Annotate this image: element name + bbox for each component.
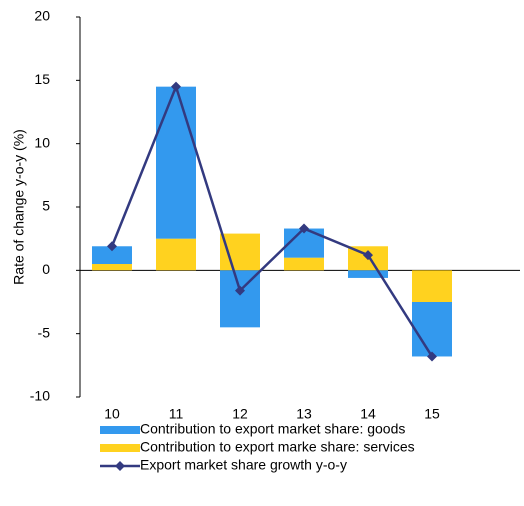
y-tick-label: 15: [34, 71, 50, 87]
y-tick-label: 0: [42, 261, 50, 277]
x-tick-label: 12: [232, 406, 248, 422]
bar: [92, 264, 132, 271]
bar: [92, 246, 132, 264]
x-tick-label: 10: [104, 406, 120, 422]
legend-swatch: [100, 444, 140, 452]
marker: [427, 351, 437, 362]
marker: [235, 285, 245, 296]
legend-label: Contribution to export market share: goo…: [140, 421, 405, 437]
bar: [284, 257, 324, 271]
bar: [220, 270, 260, 328]
bar: [220, 233, 260, 271]
y-tick-label: 5: [42, 198, 50, 214]
y-axis-title: Rate of change y-o-y (%): [11, 129, 27, 285]
marker: [299, 223, 309, 234]
bar: [156, 86, 196, 239]
y-tick-label: -5: [38, 324, 51, 340]
legend-marker: [115, 461, 125, 471]
legend-label: Export market share growth y-o-y: [140, 457, 347, 473]
x-tick-label: 15: [424, 406, 440, 422]
marker: [107, 241, 117, 252]
y-tick-label: 10: [34, 134, 50, 150]
bar: [412, 302, 452, 357]
y-tick-label: -10: [30, 388, 50, 404]
line: [110, 82, 434, 358]
x-tick-label: 11: [169, 406, 184, 422]
x-tick-label: 14: [360, 406, 376, 422]
marker: [171, 81, 181, 92]
bar: [156, 238, 196, 271]
marker: [363, 250, 373, 261]
x-tick-label: 13: [296, 406, 312, 422]
y-tick-label: 20: [34, 8, 50, 24]
bar: [412, 270, 452, 302]
legend-swatch: [100, 426, 140, 434]
legend-label: Contribution to export marke share: serv…: [140, 439, 415, 455]
bar: [348, 270, 388, 278]
